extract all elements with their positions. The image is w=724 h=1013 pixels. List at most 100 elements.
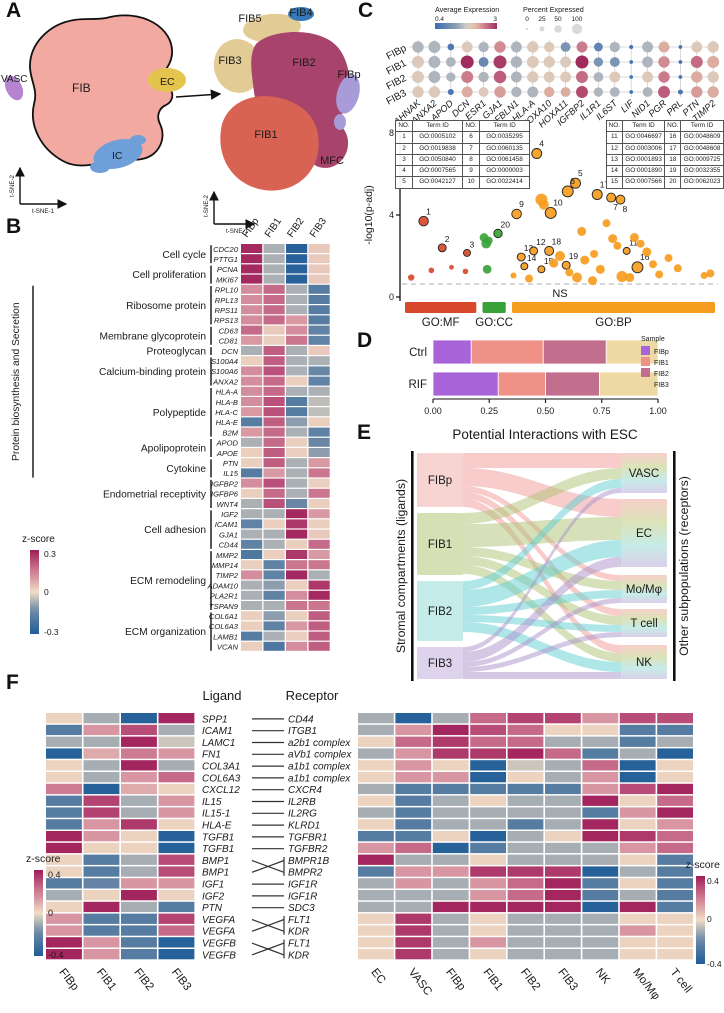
heatmap-cell [358,772,394,783]
receptor-label: TGFBR2 [288,844,328,855]
go-term-point [544,206,557,219]
gene-label: ICAM1 [215,520,238,529]
heatmap-cell [619,901,656,913]
heatmap-cell [470,842,506,854]
heatmap-cell [121,901,157,913]
legend-tick: 3 [493,16,497,23]
bar-segment [605,339,659,365]
heatmap-cell [121,925,157,936]
pair-connector-cross [267,942,285,950]
heatmap-cell [432,890,469,901]
expression-dot [642,56,654,68]
heatmap-cell [263,509,285,519]
expression-dot [412,41,424,53]
sankey-target-node [621,609,667,637]
heatmap-cell [657,878,693,889]
sankey-target-label: VASC [629,468,659,480]
bar-segment [542,339,607,365]
go-term-point [520,262,529,271]
heatmap-cell [46,866,82,877]
receptor-label: SDC3 [288,903,315,914]
gene-label: S100A4 [211,357,238,366]
heatmap-cell [619,831,656,842]
heatmap-cell [308,407,330,417]
heatmap-cell [46,901,82,913]
go-term-number: 17 [600,180,610,190]
heatmap-cell [358,760,394,771]
heatmap-cell [582,760,619,771]
table-cell: 13 [606,153,623,167]
heatmap-cell [121,724,157,736]
heatmap-cell [308,539,330,549]
sankey-source-node [417,453,463,507]
heatmap-cell [241,437,263,447]
heatmap-cell [158,807,195,818]
expression-dot [560,42,571,52]
column-label: T cell [668,966,694,995]
cluster-label-FIB5: FIB5 [238,13,261,25]
heatmap-cell [158,736,195,747]
cluster-FIB3-blob [213,39,263,93]
heatmap-cell [263,417,285,427]
heatmap-cell [263,427,285,437]
ns-label: NS [552,288,567,300]
column-label: Mo/Mφ [630,966,662,1002]
receptor-label: aVb1 complex [288,750,352,761]
heatmap-cell [507,748,544,759]
heatmap-cell [395,901,432,913]
go-term-point [636,239,645,248]
ligand-label: IGF2 [202,891,225,902]
heatmap-cell [308,386,330,396]
heatmap-cell [83,807,120,818]
receptor-label: FLT1 [288,915,311,926]
heatmap-cell [358,748,394,759]
sankey-flow [463,615,621,632]
heatmap-cell [657,949,693,960]
legend-tick: 25 [538,16,546,23]
group-label: Endometrial receptivity [103,490,207,501]
gene-label: PTN [223,459,239,468]
table-cell: 12 [606,142,623,155]
heatmap-cell [263,325,285,335]
expression-dot [446,72,456,82]
table-cell: 14 [606,164,623,178]
panel-c-label: C [358,0,374,22]
sankey-target-node [621,645,667,679]
heatmap-cell [545,925,581,936]
heatmap-cell [582,890,619,901]
expression-dot [691,71,703,83]
column-label: NK [593,966,612,986]
table-cell: GO:0019838 [412,142,463,155]
heatmap-cell [263,570,285,580]
expression-dot [428,56,441,68]
heatmap-cell [241,427,263,437]
heatmap-cell [121,890,157,901]
heatmap-cell [308,295,330,304]
go-term-number: 3 [470,239,475,249]
column-label: FIB2 [131,966,155,993]
sankey-flow [463,632,621,672]
go-term-number: 20 [501,219,511,229]
heatmap-cell [470,925,506,936]
legend-tick: 0.4 [707,876,719,886]
sankey-flow [463,557,621,662]
expression-dot [412,71,424,83]
heatmap-cell [507,713,544,724]
heatmap-cell [308,468,330,478]
heatmap-cell [286,550,308,559]
table-cell: GO:0050840 [412,153,463,167]
heatmap-cell [83,913,120,924]
heatmap-cell [308,499,330,508]
column-label: FIB1 [481,966,505,993]
expression-dot [658,86,670,98]
sankey-target-node [621,453,667,493]
heatmap-cell [308,325,330,335]
sankey-flow [463,488,621,652]
heatmap-cell [619,878,656,889]
go-term-point [565,268,574,277]
ligand-label: IL15-1 [202,809,230,820]
heatmap-cell [582,783,619,795]
legend-item-label: FIB1 [654,360,669,367]
panel-d-barchart-canvas: Ctrl RIF 0.00 0.25 0.50 0.75 1.00 Sample FIBp FIB… [408,336,669,416]
heatmap-cell [158,795,195,806]
